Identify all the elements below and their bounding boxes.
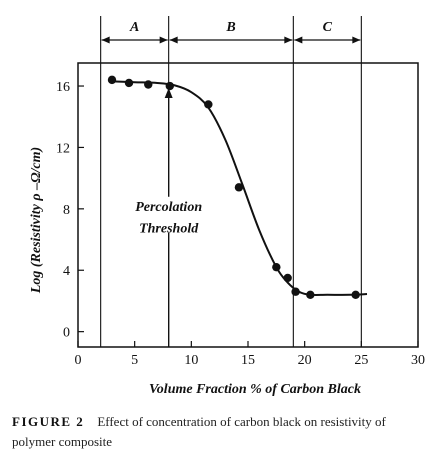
percolation-label-line1: Percolation — [135, 200, 202, 215]
x-tick-label: 0 — [75, 353, 82, 368]
data-point — [107, 75, 117, 85]
region-arrowhead-right — [352, 36, 361, 44]
data-points — [107, 75, 360, 300]
data-point — [306, 290, 315, 300]
x-tick-label: 5 — [131, 353, 138, 368]
percolation-arrowhead — [164, 88, 173, 99]
data-point — [234, 183, 244, 192]
x-axis-ticks: 0 5 10 15 20 25 30 — [75, 341, 425, 368]
y-tick-label: 12 — [56, 141, 70, 156]
y-tick-label: 8 — [63, 203, 70, 218]
region-arrowhead-right — [159, 36, 168, 44]
region-label: A — [129, 20, 139, 35]
chart-svg: A B C 0 5 10 15 20 25 30 0 4 8 12 16 Percolation Thr… — [29, 16, 425, 397]
x-tick-label: 10 — [184, 353, 198, 368]
fit-curve — [111, 80, 368, 297]
data-point — [283, 273, 292, 283]
x-tick-label: 30 — [411, 353, 425, 368]
y-tick-label: 16 — [56, 80, 70, 95]
data-point — [144, 80, 153, 89]
region-header: A B C — [101, 20, 361, 44]
x-tick-label: 25 — [354, 353, 368, 368]
figure-label: FIGURE 2 — [12, 414, 85, 429]
percolation-label-backdrop — [126, 196, 211, 233]
percolation-annotation: Percolation Threshold — [126, 88, 211, 347]
percolation-label-line2: Threshold — [139, 221, 199, 236]
region-arrowhead-left — [101, 36, 110, 44]
x-axis-title: Volume Fraction % of Carbon Black — [149, 382, 361, 397]
region-label: B — [225, 20, 235, 35]
y-tick-label: 0 — [63, 326, 70, 341]
x-tick-label: 15 — [241, 353, 255, 368]
figure-caption-text: Effect of concentration of carbon black … — [12, 414, 386, 449]
region-boundaries — [100, 16, 362, 347]
data-point — [165, 81, 174, 91]
y-axis-ticks: 0 4 8 12 16 — [56, 80, 84, 341]
data-point — [272, 262, 281, 272]
data-point — [291, 287, 300, 296]
x-tick-label: 20 — [298, 353, 312, 368]
region-arrowhead-left — [169, 36, 178, 44]
y-tick-label: 4 — [63, 264, 70, 279]
data-point — [124, 78, 134, 88]
region-arrowhead-right — [284, 36, 293, 44]
region-label: C — [323, 20, 333, 35]
figure-caption: FIGURE 2 Effect of concentration of carb… — [12, 412, 432, 452]
region-arrowhead-left — [294, 36, 303, 44]
y-axis-title: Log (Resistivity ρ –Ω/cm) — [29, 147, 44, 294]
data-point — [204, 100, 213, 109]
data-point — [351, 290, 360, 300]
